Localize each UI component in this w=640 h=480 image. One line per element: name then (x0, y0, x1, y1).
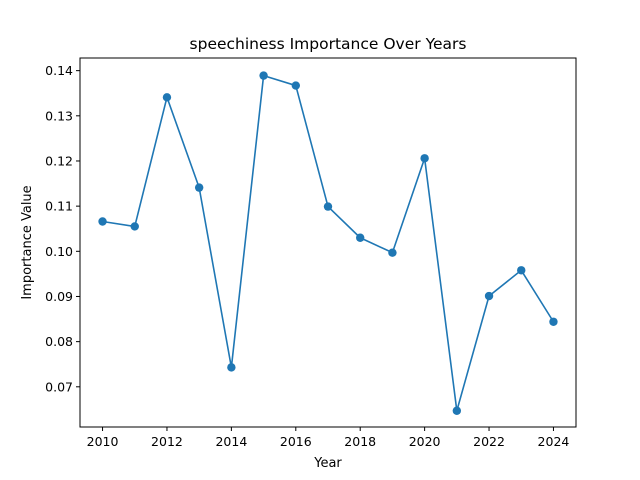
data-point (420, 154, 429, 163)
y-tick-label: 0.12 (45, 153, 73, 168)
data-point (98, 217, 107, 226)
x-axis-label: Year (313, 456, 342, 471)
data-point (259, 71, 268, 80)
data-layer (98, 71, 558, 415)
data-point (130, 222, 139, 231)
y-tick-label: 0.08 (45, 334, 73, 349)
data-point (452, 406, 462, 415)
y-axis-label: Importance Value (20, 185, 35, 299)
data-point (388, 248, 397, 257)
data-point (227, 363, 236, 372)
x-tick-label: 2022 (473, 434, 505, 449)
data-point (291, 81, 300, 90)
data-point (517, 266, 526, 275)
x-tick-label: 2024 (538, 434, 570, 449)
y-tick-label: 0.09 (45, 289, 73, 304)
y-tick-label: 0.11 (45, 199, 73, 214)
data-point (356, 233, 365, 242)
x-tick-label: 2014 (215, 434, 247, 449)
plot-area (80, 58, 576, 427)
data-point (194, 183, 204, 192)
data-point (484, 291, 494, 301)
y-tick-label: 0.10 (45, 244, 73, 259)
y-tick-label: 0.13 (45, 108, 73, 123)
plot-frame (79, 57, 577, 428)
x-tick-label: 2012 (151, 434, 183, 449)
x-tick-label: 2018 (344, 434, 376, 449)
y-tick-label: 0.14 (45, 63, 73, 78)
x-tick-label: 2020 (409, 434, 441, 449)
x-axis-ticks: 2010 2012 2014 2016 2018 2020 2022 2024 (87, 427, 570, 449)
y-tick-label: 0.07 (45, 379, 73, 394)
x-tick-label: 2016 (280, 434, 312, 449)
data-point (549, 317, 558, 326)
data-point (323, 202, 333, 211)
y-axis-ticks: 0.07 0.08 0.09 0.10 0.11 0.12 0.13 0.14 (45, 63, 80, 394)
data-point (162, 93, 172, 102)
chart-title: speechiness Importance Over Years (190, 35, 467, 53)
x-tick-label: 2010 (87, 434, 119, 449)
